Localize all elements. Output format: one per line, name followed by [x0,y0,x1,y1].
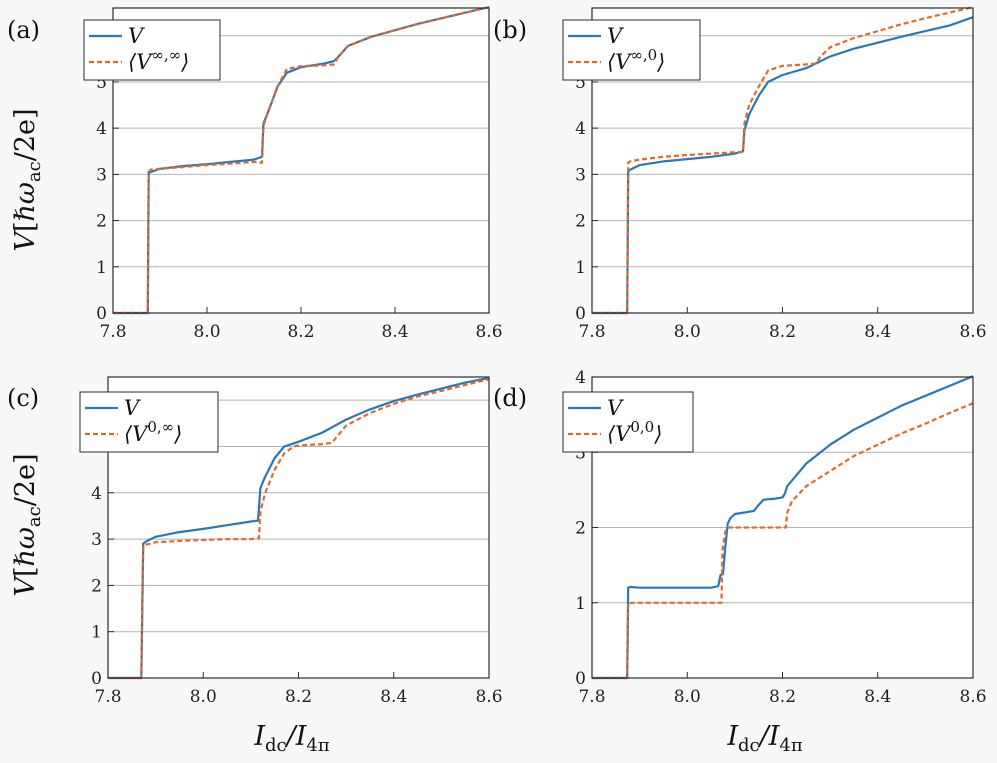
series-line-avg [592,6,974,315]
y-tick-label: 1 [96,258,107,278]
x-tick-label: 8.6 [475,687,502,707]
panel-label: (d) [493,384,527,412]
panel-c: 01234567.88.08.28.48.6V⟨V0,∞⟩(c) [7,376,503,707]
series-line-V [108,376,490,680]
axes-frame [112,7,490,314]
x-tick-label: 8.4 [380,687,407,707]
axes-frame [591,376,974,679]
ylabel-bottom: V[ℏωac/2e] [10,453,45,596]
y-tick-label: 0 [96,304,107,324]
legend-entry: ⟨V∞,∞⟩ [128,46,189,74]
series-line-avg [113,6,490,315]
x-tick-label: 8.0 [190,687,217,707]
axes-frame [591,7,974,314]
x-tick-label: 7.8 [578,687,605,707]
y-tick-label: 2 [91,576,102,596]
panel-d: 0 1 2 3 4 7.8 8.0 8.2 8.4 8.6 V⟨V0,0⟩ (d) [493,368,987,707]
x-tick-label: 8.6 [959,687,986,707]
y-tick-label: 1 [575,258,586,278]
y-tick-label: 5 [96,73,107,93]
ylabel-top: V[ℏωac/2e] [10,108,45,251]
x-tick-label: 8.4 [864,687,891,707]
x-tick-label: 8.2 [769,687,796,707]
y-tick-label: 0 [575,304,586,324]
y-tick-label: 0 [91,669,102,689]
y-tick-label: 3 [575,165,586,185]
x-tick-label: 7.8 [578,322,605,342]
series-line-avg [592,402,974,680]
xlabel-right: Idc/I4π [726,721,802,756]
y-tick-label: 3 [91,530,102,550]
y-tick-label: 4 [575,119,586,139]
y-tick-label: 4 [96,119,107,139]
series-line-V [592,16,974,315]
legend: V⟨V∞,0⟩ [562,19,701,81]
legend-box [79,391,219,453]
legend: V⟨V0,∞⟩ [79,391,219,453]
y-tick-label: 0 [575,669,586,689]
x-tick-label: 8.0 [674,322,701,342]
xlabel-left: Idc/I4π [253,721,329,756]
y-tick-label: 3 [96,165,107,185]
x-tick-label: 8.2 [287,322,314,342]
y-tick-label: 4 [91,484,102,504]
axes-frame [107,376,490,679]
panel-a: 01234567.88.08.28.48.6V⟨V∞,∞⟩(a) [7,6,503,342]
panel-label: (c) [7,384,39,412]
x-tick-label: 8.6 [475,322,502,342]
y-tick-label: 2 [96,212,107,232]
x-tick-label: 8.2 [285,687,312,707]
legend-entry: V [607,24,624,48]
y-tick-label: 2 [575,212,586,232]
x-tick-label: 7.8 [99,322,126,342]
legend-entry: V [607,396,624,420]
x-tick-label: 8.4 [381,322,408,342]
y-tick-label: 3 [575,443,586,463]
legend: V⟨V0,0⟩ [562,391,694,453]
legend-entry: V [128,24,145,48]
y-tick-label: 5 [575,73,586,93]
legend-entry: V [124,396,141,420]
legend-entry: ⟨V0,0⟩ [607,418,662,446]
x-tick-label: 7.8 [94,687,121,707]
panel-label: (b) [493,16,527,44]
x-tick-label: 8.0 [674,687,701,707]
series-line-V [592,375,974,680]
x-tick-label: 8.6 [959,322,986,342]
legend-box [562,391,694,453]
panel-b: 01234567.88.08.28.48.6V⟨V∞,0⟩(b) [493,6,987,342]
series-line-avg [108,378,490,680]
x-tick-label: 8.4 [864,322,891,342]
panel-label: (a) [7,16,40,44]
legend-entry: ⟨V∞,0⟩ [607,46,665,74]
legend: V⟨V∞,∞⟩ [83,19,221,81]
x-tick-label: 8.2 [769,322,796,342]
y-tick-label: 4 [575,368,586,388]
x-tick-label: 8.0 [193,322,220,342]
y-tick-label: 1 [91,623,102,643]
y-tick-label: 1 [575,594,586,614]
y-tick-label: 2 [575,519,586,539]
legend-box [562,19,701,81]
legend-box [83,19,221,81]
legend-entry: ⟨V0,∞⟩ [124,418,182,446]
